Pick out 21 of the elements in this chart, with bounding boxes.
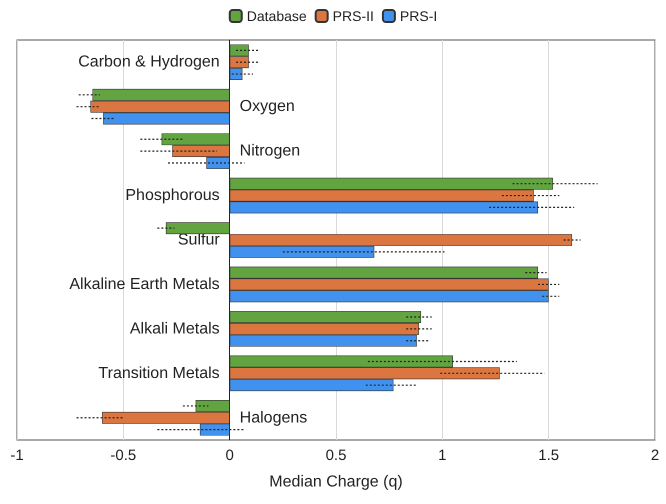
x-tick-label: -0.5 — [110, 447, 136, 464]
legend-label: PRS-II — [332, 8, 374, 24]
y-tick-label: Transition Metals — [98, 364, 220, 382]
y-tick-label: Sulfur — [178, 232, 220, 248]
x-tick-label: 0 — [225, 447, 234, 464]
y-tick-label: Carbon & Hydrogen — [78, 54, 220, 71]
x-tick-label: 1.5 — [538, 447, 560, 464]
x-tick-label: -1 — [10, 447, 24, 464]
y-tick-label: Phosphorous — [125, 187, 220, 204]
y-tick-label: Alkali Metals — [130, 320, 220, 338]
legend-label: PRS-I — [400, 8, 438, 24]
y-tick-label: Alkaline Earth Metals — [69, 276, 220, 293]
x-tick-label: 0.5 — [326, 447, 346, 464]
x-tick-label: 1 — [438, 447, 447, 464]
legend-label: Database — [246, 8, 307, 24]
y-tick-label: Halogens — [240, 409, 308, 426]
y-tick-label: Nitrogen — [240, 142, 300, 160]
bar — [166, 222, 230, 234]
x-tick-label: 2 — [650, 447, 660, 464]
x-axis-title: Median Charge (q) — [269, 474, 403, 490]
y-tick-label: Oxygen — [240, 98, 295, 116]
